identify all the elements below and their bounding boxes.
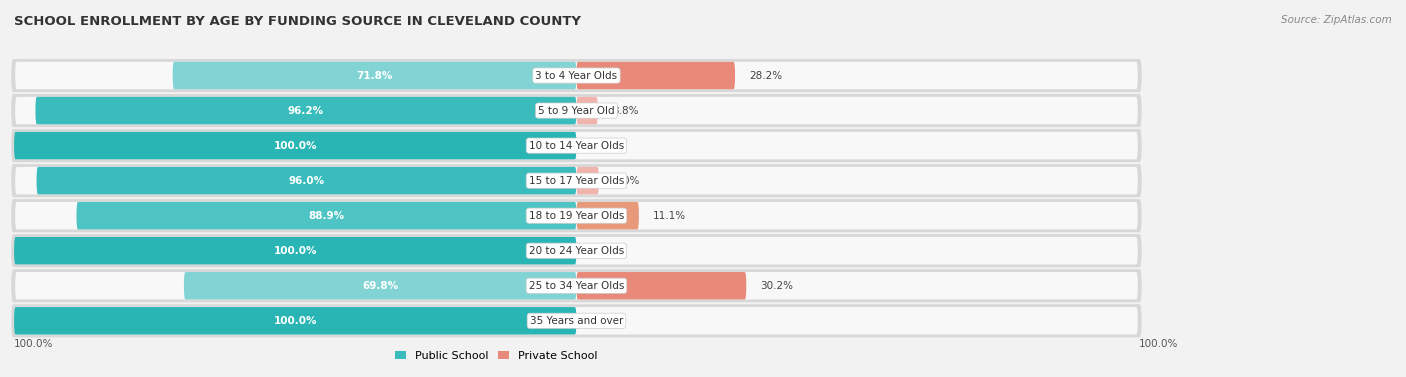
- Text: 18 to 19 Year Olds: 18 to 19 Year Olds: [529, 211, 624, 221]
- FancyBboxPatch shape: [576, 167, 599, 195]
- FancyBboxPatch shape: [11, 199, 1142, 232]
- FancyBboxPatch shape: [14, 237, 576, 264]
- FancyBboxPatch shape: [15, 97, 1137, 124]
- FancyBboxPatch shape: [11, 164, 1142, 197]
- Text: SCHOOL ENROLLMENT BY AGE BY FUNDING SOURCE IN CLEVELAND COUNTY: SCHOOL ENROLLMENT BY AGE BY FUNDING SOUR…: [14, 15, 581, 28]
- Text: 35 Years and over: 35 Years and over: [530, 316, 623, 326]
- Text: 100.0%: 100.0%: [14, 339, 53, 348]
- Text: 100.0%: 100.0%: [1139, 339, 1178, 348]
- Text: 0.0%: 0.0%: [591, 141, 617, 151]
- Text: 96.2%: 96.2%: [288, 106, 323, 116]
- Text: 25 to 34 Year Olds: 25 to 34 Year Olds: [529, 281, 624, 291]
- Text: 100.0%: 100.0%: [274, 316, 316, 326]
- FancyBboxPatch shape: [173, 62, 576, 89]
- Text: 0.0%: 0.0%: [591, 246, 617, 256]
- FancyBboxPatch shape: [11, 234, 1142, 267]
- FancyBboxPatch shape: [576, 97, 598, 124]
- FancyBboxPatch shape: [11, 304, 1142, 337]
- FancyBboxPatch shape: [76, 202, 576, 230]
- FancyBboxPatch shape: [15, 237, 1137, 264]
- FancyBboxPatch shape: [14, 307, 576, 334]
- Text: 4.0%: 4.0%: [613, 176, 640, 185]
- FancyBboxPatch shape: [15, 307, 1137, 334]
- FancyBboxPatch shape: [576, 202, 638, 230]
- Text: 3 to 4 Year Olds: 3 to 4 Year Olds: [536, 70, 617, 81]
- FancyBboxPatch shape: [15, 132, 1137, 159]
- Text: 71.8%: 71.8%: [356, 70, 392, 81]
- FancyBboxPatch shape: [576, 272, 747, 299]
- Text: 96.0%: 96.0%: [288, 176, 325, 185]
- Text: Source: ZipAtlas.com: Source: ZipAtlas.com: [1281, 15, 1392, 25]
- FancyBboxPatch shape: [15, 272, 1137, 299]
- Text: 20 to 24 Year Olds: 20 to 24 Year Olds: [529, 246, 624, 256]
- Text: 30.2%: 30.2%: [761, 281, 793, 291]
- FancyBboxPatch shape: [184, 272, 576, 299]
- Text: 100.0%: 100.0%: [274, 246, 316, 256]
- FancyBboxPatch shape: [576, 62, 735, 89]
- Text: 10 to 14 Year Olds: 10 to 14 Year Olds: [529, 141, 624, 151]
- FancyBboxPatch shape: [15, 167, 1137, 195]
- Text: 88.9%: 88.9%: [308, 211, 344, 221]
- Text: 5 to 9 Year Old: 5 to 9 Year Old: [538, 106, 614, 116]
- FancyBboxPatch shape: [35, 97, 576, 124]
- FancyBboxPatch shape: [11, 59, 1142, 92]
- FancyBboxPatch shape: [11, 129, 1142, 162]
- FancyBboxPatch shape: [15, 62, 1137, 89]
- Text: 15 to 17 Year Olds: 15 to 17 Year Olds: [529, 176, 624, 185]
- FancyBboxPatch shape: [37, 167, 576, 195]
- Text: 28.2%: 28.2%: [749, 70, 782, 81]
- FancyBboxPatch shape: [15, 202, 1137, 230]
- FancyBboxPatch shape: [11, 269, 1142, 302]
- FancyBboxPatch shape: [14, 132, 576, 159]
- Text: 11.1%: 11.1%: [652, 211, 686, 221]
- Text: 3.8%: 3.8%: [612, 106, 638, 116]
- Text: 0.0%: 0.0%: [591, 316, 617, 326]
- FancyBboxPatch shape: [11, 94, 1142, 127]
- Legend: Public School, Private School: Public School, Private School: [391, 346, 602, 365]
- Text: 69.8%: 69.8%: [363, 281, 398, 291]
- Text: 100.0%: 100.0%: [274, 141, 316, 151]
